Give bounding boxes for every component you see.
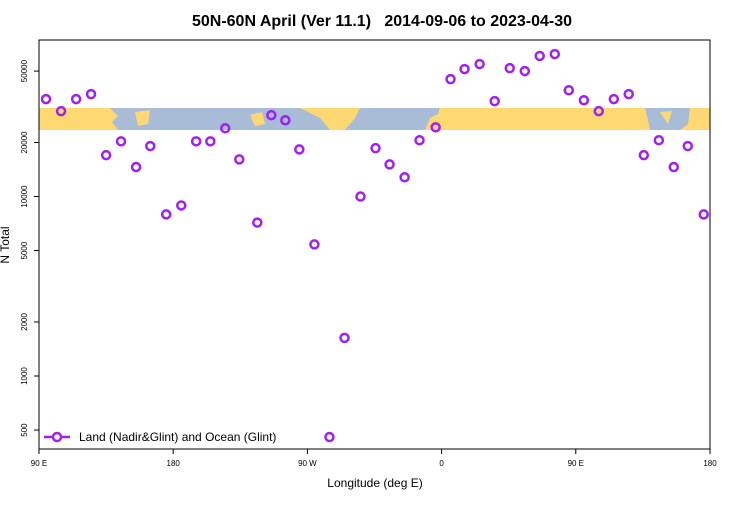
point — [144, 140, 156, 152]
point — [638, 149, 650, 161]
point — [266, 109, 277, 121]
point — [176, 200, 187, 211]
point — [682, 140, 694, 152]
y-tick-label: 50000 — [20, 59, 29, 82]
x-tick-label: 90 E — [31, 459, 47, 468]
x-tick-label: 180 — [703, 459, 717, 468]
map-strip — [39, 108, 710, 130]
point — [160, 209, 172, 220]
point — [489, 95, 500, 107]
point — [563, 84, 575, 96]
point — [355, 191, 366, 202]
y-tick-label: 10000 — [20, 185, 29, 208]
x-tick-label: 90 W — [298, 459, 317, 468]
point — [549, 48, 561, 60]
point — [324, 431, 335, 443]
point — [504, 62, 515, 74]
y-tick-label: 2000 — [20, 313, 29, 331]
point — [339, 332, 350, 344]
point — [115, 136, 127, 147]
point — [459, 63, 470, 75]
point — [593, 105, 605, 117]
x-tick-label: 0 — [439, 459, 444, 468]
y-tick-label: 1000 — [20, 367, 29, 385]
point — [430, 122, 441, 133]
legend-label: Land (Nadir&Glint) and Ocean (Glint) — [79, 430, 276, 444]
point — [309, 239, 320, 250]
point — [623, 88, 634, 100]
point — [219, 123, 231, 134]
y-tick-label: 500 — [20, 423, 29, 437]
point — [608, 93, 620, 105]
point — [130, 161, 142, 173]
point — [698, 209, 709, 220]
point — [578, 94, 590, 106]
x-tick-label: 90 E — [568, 459, 584, 468]
point — [190, 136, 202, 147]
plot-frame — [38, 39, 711, 450]
point — [205, 136, 216, 147]
point — [519, 65, 531, 77]
point — [445, 73, 456, 85]
y-tick-label: 20000 — [20, 131, 29, 154]
point — [384, 159, 395, 170]
x-tick-label: 180 — [167, 459, 181, 468]
y-tick-label: 5000 — [20, 241, 29, 259]
chart-title: 50N-60N April (Ver 11.1) 2014-09-06 to 2… — [192, 13, 572, 30]
point — [85, 88, 97, 100]
legend-marker — [51, 431, 63, 443]
point — [70, 93, 82, 105]
point — [234, 154, 245, 165]
point — [414, 134, 425, 146]
point — [252, 217, 263, 228]
point — [653, 134, 665, 146]
point — [55, 105, 67, 117]
point — [40, 93, 52, 105]
point — [534, 50, 545, 62]
y-axis-label: N Total — [0, 226, 12, 263]
point — [280, 115, 291, 126]
point — [474, 58, 485, 70]
point — [399, 172, 410, 183]
point — [370, 142, 381, 154]
x-axis-label: Longitude (deg E) — [327, 476, 422, 490]
point — [294, 144, 305, 155]
point — [668, 161, 680, 173]
point — [100, 149, 112, 161]
